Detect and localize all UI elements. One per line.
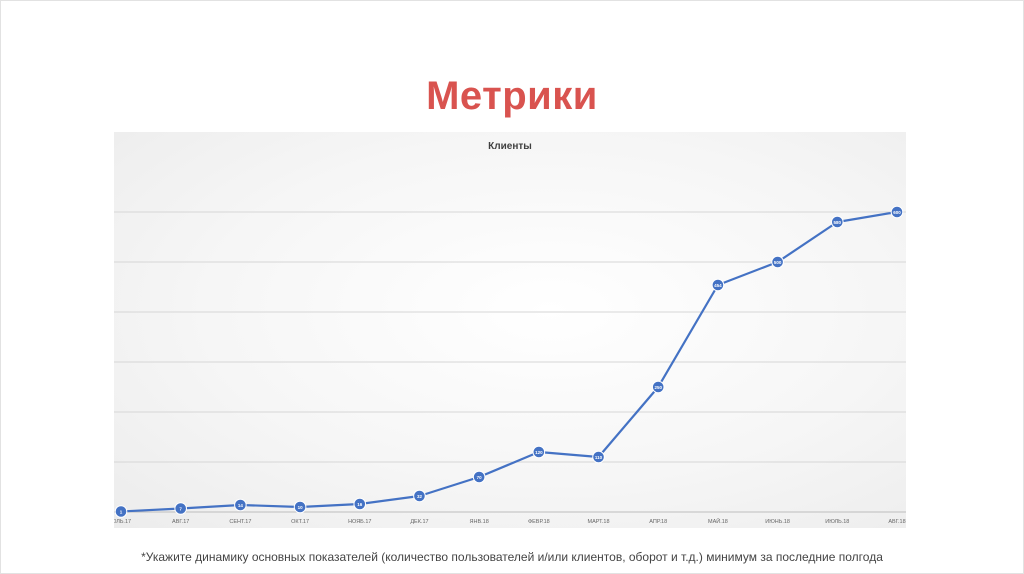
- data-label: 16: [357, 502, 363, 507]
- data-point: [413, 489, 426, 503]
- data-label: 120: [535, 450, 543, 455]
- data-label: 600: [893, 210, 901, 215]
- data-point: [592, 450, 605, 464]
- x-tick-label: ЯНВ.18: [470, 519, 489, 525]
- data-point: [174, 502, 187, 515]
- data-point: [114, 505, 128, 518]
- data-point: [472, 470, 486, 484]
- data-label: 454: [714, 283, 722, 288]
- x-tick-label: ДЕК.17: [410, 519, 428, 525]
- data-label: 10: [298, 505, 304, 510]
- chart-title: Клиенты: [488, 141, 532, 152]
- x-tick-label: АВГ.18: [888, 519, 905, 525]
- x-tick-label: НОЯБ.17: [348, 519, 371, 525]
- series-line: [120, 210, 898, 513]
- x-tick-label: МАРТ.18: [587, 519, 609, 525]
- data-point: [293, 500, 307, 514]
- x-tick-label: ИЮЛЬ.18: [825, 519, 849, 525]
- data-label: 110: [595, 455, 603, 460]
- data-label: 32: [417, 494, 423, 499]
- x-tick-label: СЕНТ.17: [229, 519, 251, 525]
- data-label: 7: [179, 507, 182, 512]
- data-point: [532, 445, 546, 459]
- data-point: [711, 278, 725, 292]
- x-tick-label: ЮЛЬ.17: [114, 519, 131, 525]
- data-label: 14: [238, 503, 244, 508]
- data-label: 1: [120, 510, 123, 515]
- x-tick-label: АВГ.17: [172, 519, 189, 525]
- footnote: *Укажите динамику основных показателей (…: [141, 550, 883, 564]
- data-label: 250: [654, 385, 662, 390]
- line-chart: ЮЛЬ.17 АВГ.17 СЕНТ.17 ОКТ.17 НОЯБ.17 ДЕК.17 ЯН…: [114, 205, 906, 525]
- x-tick-label: ФЕВР.18: [528, 519, 550, 525]
- data-point: [234, 498, 247, 512]
- x-tick-label: ИЮНЬ.18: [765, 519, 790, 525]
- x-tick-label: МАЙ.18: [708, 517, 728, 525]
- page-title: Метрики: [426, 74, 598, 118]
- data-label: 580: [834, 220, 842, 225]
- data-label: 500: [774, 260, 782, 265]
- data-point: [831, 215, 844, 229]
- x-tick-label: АПР.18: [649, 519, 667, 525]
- data-point: [771, 255, 784, 269]
- data-point: [353, 497, 367, 511]
- data-point: [651, 380, 665, 394]
- data-point: [890, 205, 904, 219]
- data-label: 70: [477, 475, 483, 480]
- x-tick-label: ОКТ.17: [291, 519, 309, 525]
- chart-panel: Клиенты ЮЛЬ.17 АВГ.17 СЕНТ.17 ОКТ.17 НОЯБ.17…: [114, 132, 906, 528]
